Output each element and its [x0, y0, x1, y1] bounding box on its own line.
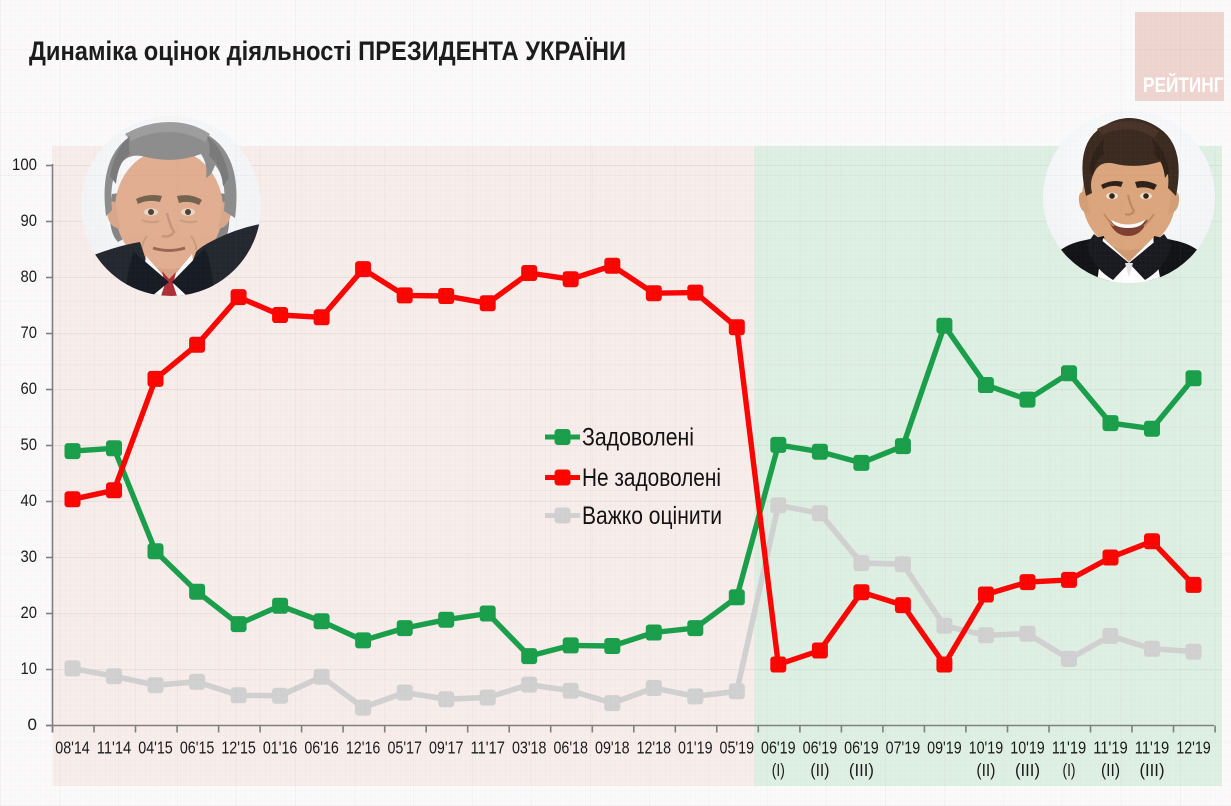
svg-text:06'19: 06'19 [803, 738, 838, 758]
svg-text:11'19: 11'19 [1135, 738, 1170, 758]
svg-text:(I): (I) [1063, 760, 1076, 780]
svg-text:50: 50 [21, 435, 38, 454]
svg-text:12'18: 12'18 [637, 738, 672, 758]
svg-text:Задоволені: Задоволені [582, 424, 694, 452]
svg-text:10: 10 [21, 659, 38, 678]
svg-text:01'19: 01'19 [678, 738, 713, 758]
svg-text:11'19: 11'19 [1093, 738, 1128, 758]
svg-text:01'16: 01'16 [263, 738, 298, 758]
svg-text:80: 80 [21, 267, 38, 286]
svg-text:03'18: 03'18 [512, 738, 547, 758]
svg-text:(III): (III) [1015, 760, 1040, 780]
svg-text:12'16: 12'16 [346, 738, 381, 758]
svg-text:12'15: 12'15 [221, 738, 256, 758]
svg-text:05'17: 05'17 [387, 738, 422, 758]
svg-text:(III): (III) [849, 760, 874, 780]
svg-text:11'19: 11'19 [1052, 738, 1087, 758]
svg-text:09'19: 09'19 [927, 738, 962, 758]
svg-text:11'17: 11'17 [470, 738, 505, 758]
svg-text:08'14: 08'14 [55, 738, 90, 758]
svg-text:10'19: 10'19 [1010, 738, 1045, 758]
svg-text:04'15: 04'15 [138, 738, 173, 758]
svg-text:(III): (III) [1140, 760, 1165, 780]
svg-text:06'18: 06'18 [553, 738, 588, 758]
svg-text:(II): (II) [1101, 760, 1120, 780]
svg-text:06'16: 06'16 [304, 738, 339, 758]
svg-text:100: 100 [12, 155, 37, 174]
svg-text:06'15: 06'15 [180, 738, 215, 758]
svg-text:05'19: 05'19 [720, 738, 755, 758]
svg-text:09'17: 09'17 [429, 738, 464, 758]
svg-text:30: 30 [21, 547, 38, 566]
svg-text:60: 60 [21, 379, 38, 398]
svg-text:(II): (II) [810, 760, 829, 780]
svg-text:20: 20 [21, 603, 38, 622]
svg-text:90: 90 [21, 211, 38, 230]
svg-text:06'19: 06'19 [761, 738, 796, 758]
svg-text:06'19: 06'19 [844, 738, 879, 758]
svg-text:Важко оцінити: Важко оцінити [582, 502, 722, 530]
svg-text:11'14: 11'14 [97, 738, 132, 758]
svg-text:12'19: 12'19 [1176, 738, 1211, 758]
svg-text:07'19: 07'19 [886, 738, 921, 758]
svg-text:09'18: 09'18 [595, 738, 630, 758]
svg-text:70: 70 [21, 323, 38, 342]
svg-text:(II): (II) [976, 760, 995, 780]
svg-text:0: 0 [28, 715, 37, 734]
svg-text:(I): (I) [772, 760, 785, 780]
svg-text:10'19: 10'19 [969, 738, 1004, 758]
svg-text:Не задоволені: Не задоволені [582, 464, 721, 492]
svg-text:40: 40 [21, 491, 38, 510]
